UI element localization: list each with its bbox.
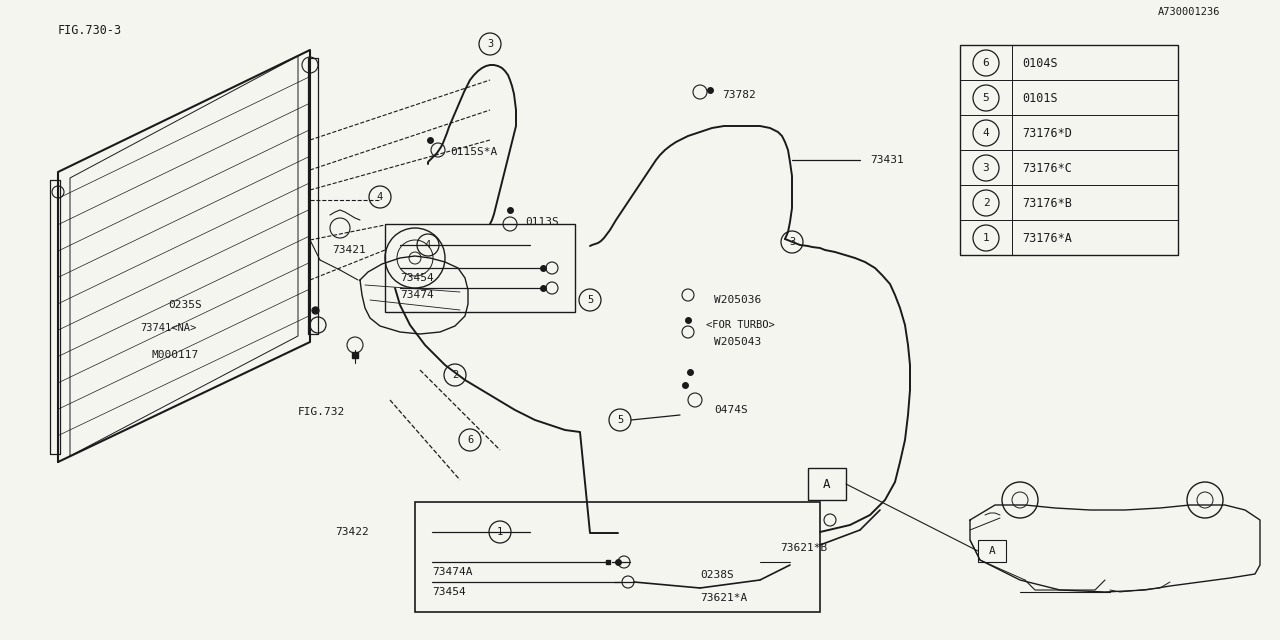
- Text: 3: 3: [983, 163, 989, 173]
- Bar: [808, 468, 846, 500]
- Text: 73621*A: 73621*A: [700, 593, 748, 603]
- Text: 73176*D: 73176*D: [1021, 127, 1071, 140]
- Text: W205043: W205043: [714, 337, 762, 347]
- Text: FIG.730-3: FIG.730-3: [58, 24, 122, 36]
- Text: 73176*C: 73176*C: [1021, 161, 1071, 175]
- Text: 1: 1: [983, 233, 989, 243]
- Text: 5: 5: [617, 415, 623, 425]
- Text: A: A: [823, 477, 831, 490]
- Text: 73454: 73454: [399, 273, 434, 283]
- Text: 3: 3: [486, 39, 493, 49]
- Bar: [978, 540, 1006, 562]
- Text: 73454: 73454: [433, 587, 466, 597]
- Text: 0474S: 0474S: [714, 405, 748, 415]
- Text: 73621*B: 73621*B: [780, 543, 827, 553]
- Text: 1: 1: [497, 527, 503, 537]
- Text: 0115S*A: 0115S*A: [451, 147, 497, 157]
- Text: FIG.732: FIG.732: [298, 407, 346, 417]
- Text: 6: 6: [983, 58, 989, 68]
- Text: A730001236: A730001236: [1157, 7, 1220, 17]
- Text: 73176*A: 73176*A: [1021, 232, 1071, 244]
- Text: 6: 6: [467, 435, 474, 445]
- Text: 5: 5: [586, 295, 593, 305]
- Text: 0113S: 0113S: [525, 217, 559, 227]
- Bar: [415, 502, 820, 612]
- Text: 0104S: 0104S: [1021, 56, 1057, 70]
- Text: W205036: W205036: [714, 295, 762, 305]
- Text: <FOR TURBO>: <FOR TURBO>: [707, 320, 774, 330]
- Text: 73176*B: 73176*B: [1021, 196, 1071, 209]
- Text: 0235S: 0235S: [168, 300, 202, 310]
- Text: M000117: M000117: [152, 350, 200, 360]
- Text: 2: 2: [983, 198, 989, 208]
- Text: 4: 4: [376, 192, 383, 202]
- Text: 73474A: 73474A: [433, 567, 472, 577]
- Text: 73741<NA>: 73741<NA>: [140, 323, 196, 333]
- Text: 73421: 73421: [332, 245, 366, 255]
- Text: 4: 4: [983, 128, 989, 138]
- Text: 4: 4: [425, 240, 431, 250]
- Text: 0238S: 0238S: [700, 570, 733, 580]
- Text: 73474: 73474: [399, 290, 434, 300]
- Text: 0101S: 0101S: [1021, 92, 1057, 104]
- Text: 5: 5: [983, 93, 989, 103]
- Bar: [960, 45, 1178, 255]
- Text: A: A: [988, 546, 996, 556]
- Text: 73422: 73422: [335, 527, 369, 537]
- Bar: [385, 224, 575, 312]
- Text: 73431: 73431: [870, 155, 904, 165]
- Text: 73782: 73782: [722, 90, 755, 100]
- Text: 3: 3: [788, 237, 795, 247]
- Text: 2: 2: [452, 370, 458, 380]
